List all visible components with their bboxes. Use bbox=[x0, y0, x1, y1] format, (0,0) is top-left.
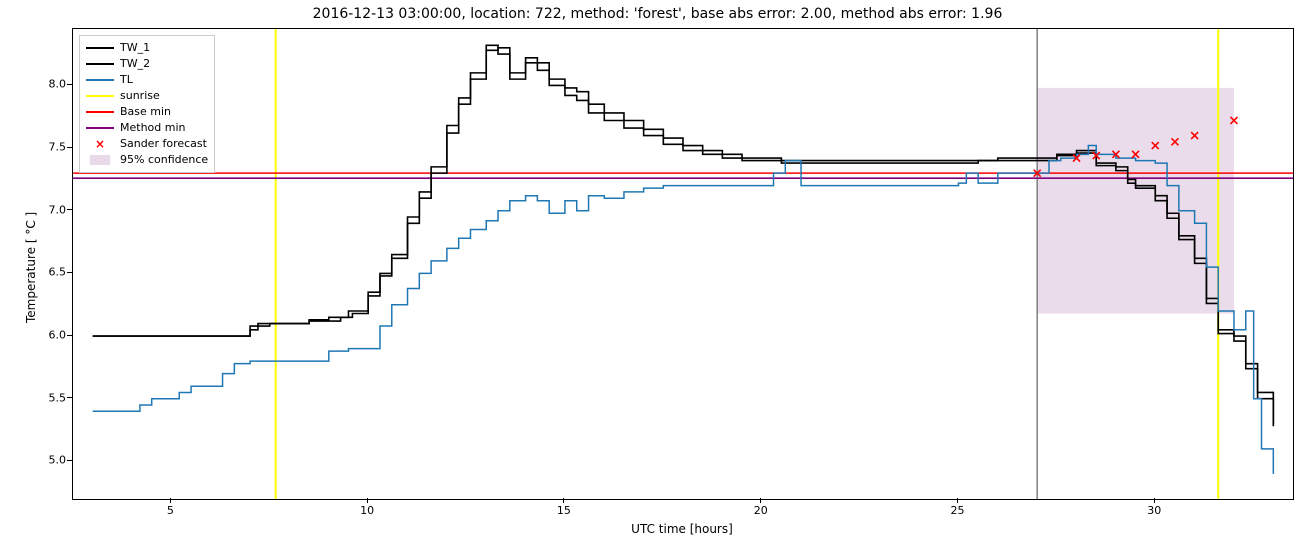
xtick-label: 20 bbox=[754, 504, 768, 517]
ytick-mark bbox=[67, 272, 72, 273]
confidence-band bbox=[1037, 88, 1234, 314]
legend-label: Sander forecast bbox=[120, 136, 207, 152]
legend-item: TW_2 bbox=[86, 56, 208, 72]
xtick-mark bbox=[563, 498, 564, 503]
legend-label: TW_2 bbox=[120, 56, 150, 72]
legend-label: 95% confidence bbox=[120, 152, 208, 168]
legend-label: Base min bbox=[120, 104, 171, 120]
plot-svg bbox=[73, 29, 1293, 499]
legend: TW_1TW_2TLsunriseBase minMethod min × Sand… bbox=[79, 35, 215, 173]
ytick-label: 5.5 bbox=[40, 391, 66, 404]
figure: 2016-12-13 03:00:00, location: 722, meth… bbox=[0, 0, 1315, 547]
legend-item: Method min bbox=[86, 120, 208, 136]
xtick-mark bbox=[760, 498, 761, 503]
ytick-label: 8.0 bbox=[40, 78, 66, 91]
legend-swatch bbox=[86, 73, 114, 87]
ytick-mark bbox=[67, 397, 72, 398]
ytick-mark bbox=[67, 147, 72, 148]
ytick-label: 5.0 bbox=[40, 454, 66, 467]
ytick-label: 7.5 bbox=[40, 141, 66, 154]
legend-swatch bbox=[86, 121, 114, 135]
legend-item: TL bbox=[86, 72, 208, 88]
y-axis-label: Temperature [ °C ] bbox=[24, 212, 38, 323]
ytick-label: 7.0 bbox=[40, 203, 66, 216]
legend-item: × Sander forecast bbox=[86, 136, 208, 152]
ytick-mark bbox=[67, 335, 72, 336]
xtick-label: 15 bbox=[557, 504, 571, 517]
xtick-mark bbox=[170, 498, 171, 503]
legend-item: TW_1 bbox=[86, 40, 208, 56]
legend-swatch bbox=[86, 89, 114, 103]
legend-label: TL bbox=[120, 72, 133, 88]
xtick-label: 30 bbox=[1147, 504, 1161, 517]
legend-item: 95% confidence bbox=[86, 152, 208, 168]
xtick-label: 10 bbox=[360, 504, 374, 517]
xtick-label: 5 bbox=[167, 504, 174, 517]
legend-label: TW_1 bbox=[120, 40, 150, 56]
legend-swatch bbox=[86, 153, 114, 167]
ytick-mark bbox=[67, 460, 72, 461]
legend-swatch bbox=[86, 57, 114, 71]
chart-title: 2016-12-13 03:00:00, location: 722, meth… bbox=[0, 6, 1315, 22]
legend-item: sunrise bbox=[86, 88, 208, 104]
legend-label: sunrise bbox=[120, 88, 160, 104]
xtick-label: 25 bbox=[950, 504, 964, 517]
plot-area: TW_1TW_2TLsunriseBase minMethod min × Sand… bbox=[72, 28, 1294, 500]
legend-item: Base min bbox=[86, 104, 208, 120]
ytick-label: 6.0 bbox=[40, 329, 66, 342]
ytick-mark bbox=[67, 209, 72, 210]
xtick-mark bbox=[1154, 498, 1155, 503]
legend-label: Method min bbox=[120, 120, 186, 136]
xtick-mark bbox=[957, 498, 958, 503]
ytick-mark bbox=[67, 84, 72, 85]
legend-swatch bbox=[86, 105, 114, 119]
legend-swatch: × bbox=[86, 137, 114, 151]
xtick-mark bbox=[367, 498, 368, 503]
legend-swatch bbox=[86, 41, 114, 55]
x-axis-label: UTC time [hours] bbox=[72, 522, 1292, 536]
ytick-label: 6.5 bbox=[40, 266, 66, 279]
